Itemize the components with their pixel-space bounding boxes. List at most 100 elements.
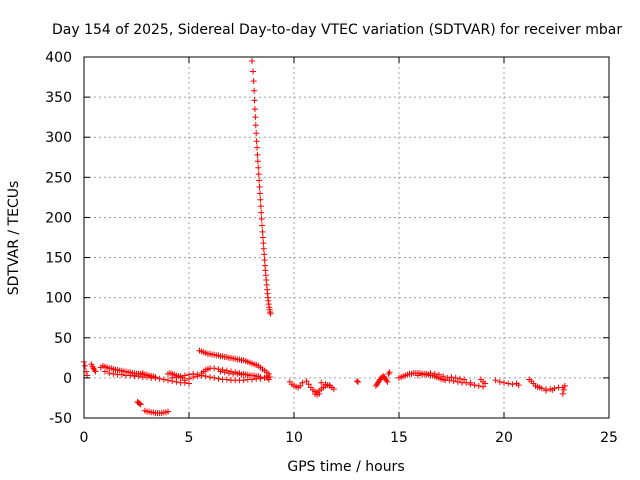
data-point [501, 379, 507, 386]
data-point [255, 164, 262, 171]
x-tick-label: 10 [285, 430, 303, 446]
data-point [254, 158, 261, 165]
data-point [452, 374, 459, 381]
data-point [419, 371, 426, 378]
data-point [303, 378, 310, 385]
data-point [559, 390, 566, 397]
y-tick-label: 400 [45, 50, 72, 66]
data-point [118, 371, 125, 378]
data-point [427, 370, 434, 377]
data-point [255, 373, 262, 380]
data-point [456, 375, 463, 382]
data-point [254, 144, 261, 151]
data-point [186, 375, 192, 382]
data-point [297, 382, 304, 389]
data-point [259, 234, 266, 241]
data-point [106, 370, 113, 377]
data-point [173, 374, 180, 381]
data-point [423, 370, 430, 377]
y-tick-label: 150 [45, 251, 72, 267]
data-point [221, 369, 228, 376]
data-point [223, 376, 230, 383]
data-point [448, 374, 455, 381]
data-point [249, 58, 255, 65]
data-point [326, 382, 333, 389]
data-point [190, 374, 197, 381]
data-point [137, 401, 144, 408]
data-point [259, 222, 266, 229]
data-point [252, 122, 259, 129]
data-point [305, 381, 312, 388]
data-point [250, 68, 257, 75]
data-point [450, 378, 457, 385]
x-axis-label: GPS time / hours [287, 459, 404, 475]
data-point [242, 371, 249, 378]
data-point [251, 106, 258, 113]
data-point [509, 381, 516, 388]
data-point [330, 386, 337, 393]
y-tick-label: 300 [45, 130, 72, 146]
data-point [316, 390, 323, 397]
x-tick-label: 20 [495, 430, 513, 446]
data-point [384, 378, 391, 385]
data-point [251, 97, 258, 104]
data-point [549, 386, 556, 393]
data-point [354, 378, 360, 385]
data-point [215, 375, 222, 382]
data-point [471, 382, 478, 389]
data-point [156, 375, 163, 382]
data-point [253, 138, 260, 145]
data-point [258, 216, 265, 223]
data-point [207, 374, 213, 381]
data-point [256, 190, 263, 197]
data-point [318, 379, 325, 386]
data-point [194, 373, 201, 380]
data-point [177, 373, 184, 380]
data-point [538, 385, 545, 392]
y-tick-label: 0 [63, 371, 72, 387]
data-point [257, 203, 264, 210]
data-point [260, 240, 267, 247]
x-tick-label: 25 [600, 430, 618, 446]
data-point [266, 374, 273, 381]
y-tick-label: 50 [54, 331, 72, 347]
data-point [251, 372, 258, 379]
data-point [261, 256, 268, 263]
data-point [253, 130, 260, 137]
data-point [322, 381, 329, 388]
data-point [255, 171, 262, 178]
data-point [257, 196, 264, 203]
data-point [515, 382, 522, 389]
data-point [256, 177, 263, 184]
data-point [110, 370, 117, 377]
data-point [561, 382, 568, 389]
y-tick-label: 200 [45, 210, 72, 226]
data-point [496, 378, 503, 385]
data-point [211, 365, 218, 372]
data-point [414, 372, 421, 379]
data-point [102, 368, 108, 375]
y-tick-label: 350 [45, 90, 72, 106]
data-point [251, 87, 258, 94]
y-tick-label: 100 [45, 291, 72, 307]
data-point [139, 370, 146, 377]
data-point [560, 386, 567, 393]
data-point [258, 209, 265, 216]
data-point [82, 362, 89, 369]
data-point [467, 381, 474, 388]
data-point [446, 377, 453, 384]
data-point [252, 114, 259, 121]
data-point [250, 78, 257, 85]
data-point [202, 373, 209, 380]
data-point [240, 377, 247, 384]
plot-frame [83, 56, 610, 419]
y-tick-label: 250 [45, 170, 72, 186]
data-point [267, 310, 274, 317]
data-point [482, 380, 489, 387]
data-point [135, 370, 142, 377]
data-point [435, 371, 442, 378]
data-point [254, 151, 261, 158]
data-point [92, 368, 99, 375]
data-point [256, 183, 263, 190]
data-point [131, 372, 138, 379]
